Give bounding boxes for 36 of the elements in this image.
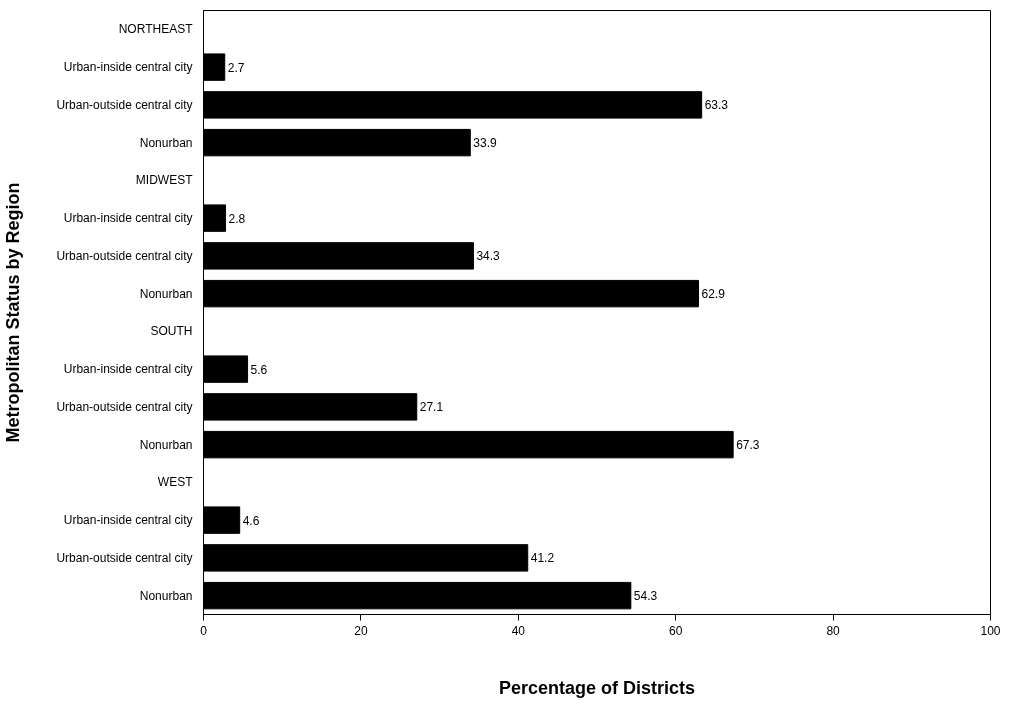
x-tick-label: 80: [826, 623, 841, 638]
y-tick-label: Urban-outside central city: [56, 550, 193, 565]
data-label: 62.9: [701, 287, 726, 302]
y-tick-label: Urban-inside central city: [63, 60, 193, 75]
y-tick-label: Urban-outside central city: [56, 97, 193, 112]
data-label: 54.3: [633, 589, 658, 604]
data-label: 2.7: [227, 60, 245, 75]
data-label: 27.1: [419, 400, 444, 415]
y-tick-label: Nonurban: [139, 437, 193, 452]
x-tick-label: 60: [669, 623, 683, 638]
y-tick-label: Nonurban: [139, 588, 193, 603]
x-tick-label: 40: [511, 623, 526, 638]
data-label: 5.6: [250, 362, 268, 377]
x-tick-label: 0: [200, 623, 208, 638]
y-tick-label: Nonurban: [139, 286, 193, 301]
y-tick-label: WEST: [157, 475, 194, 490]
data-label: 2.8: [228, 211, 246, 226]
y-tick-label: Urban-inside central city: [63, 362, 193, 377]
y-tick-label: SOUTH: [150, 324, 193, 339]
data-label: 63.3: [704, 98, 729, 113]
y-tick-label: NORTHEAST: [118, 22, 194, 37]
data-label: 34.3: [476, 249, 501, 264]
data-label: 67.3: [736, 438, 760, 453]
y-axis-title: Metropolitan Status by Region: [3, 182, 24, 443]
x-tick-label: 20: [354, 623, 368, 638]
y-tick-label: Nonurban: [139, 135, 193, 150]
y-tick-label: Urban-outside central city: [56, 399, 193, 414]
y-tick-label: Urban-inside central city: [63, 513, 193, 528]
y-tick-label: MIDWEST: [135, 173, 194, 188]
y-tick-label: Urban-outside central city: [56, 248, 193, 263]
data-label: 33.9: [473, 136, 497, 151]
x-tick-label: 100: [980, 623, 1001, 638]
data-label: 4.6: [242, 513, 260, 528]
data-label: 41.2: [530, 551, 555, 566]
y-tick-label: Urban-inside central city: [63, 211, 193, 226]
x-axis-title: Percentage of Districts: [498, 677, 696, 698]
